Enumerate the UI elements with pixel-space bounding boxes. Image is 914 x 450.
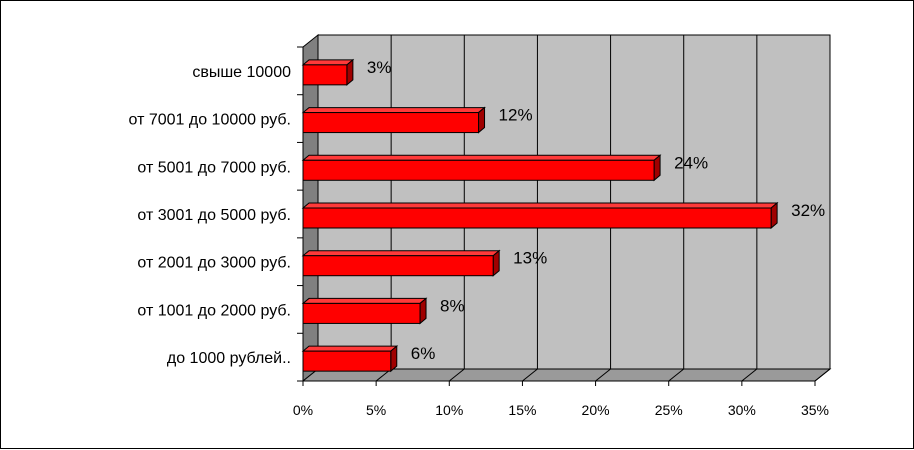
- bar-top-face: [301, 202, 779, 209]
- bar: [301, 58, 355, 86]
- bar: [301, 249, 501, 277]
- bar-top-face: [301, 59, 355, 66]
- bar-side-face: [419, 297, 427, 325]
- floor-gridline: [595, 368, 611, 382]
- bar-top-face: [301, 107, 486, 114]
- x-tick-label: 20%: [582, 402, 610, 418]
- bar-side-face: [346, 58, 354, 86]
- data-label: 24%: [674, 153, 708, 172]
- x-tick-label: 0%: [293, 402, 313, 418]
- floor-gridline: [448, 368, 465, 382]
- x-tick-label: 15%: [508, 402, 536, 418]
- category-label: от 1001 до 2000 руб.: [137, 302, 291, 319]
- bar-front-face: [302, 64, 348, 86]
- bar-side-face: [770, 201, 778, 230]
- data-label: 12%: [499, 106, 533, 125]
- bar-front-face: [302, 207, 772, 229]
- category-label: от 3001 до 5000 руб.: [137, 207, 291, 224]
- category-label: до 1000 рублей..: [167, 350, 291, 367]
- bar-front-face: [302, 112, 480, 134]
- bar-top-face: [301, 250, 501, 257]
- category-label: от 7001 до 10000 руб.: [129, 112, 291, 129]
- data-label: 13%: [513, 249, 547, 268]
- bar: [301, 201, 779, 230]
- x-tick-label: 25%: [655, 402, 683, 418]
- bar: [301, 154, 662, 182]
- floor-gridline: [741, 368, 758, 382]
- floor-gridline: [668, 368, 685, 382]
- bar: [301, 106, 486, 134]
- bar-side-face: [478, 106, 486, 134]
- bar-top-face: [301, 297, 428, 304]
- bar-top-face: [301, 154, 662, 161]
- bar: [301, 297, 428, 325]
- category-label: от 5001 до 7000 руб.: [137, 159, 291, 176]
- x-tick-label: 5%: [366, 402, 386, 418]
- category-label: от 2001 до 3000 руб.: [137, 255, 291, 272]
- bar-side-face: [653, 154, 661, 182]
- bar-front-face: [302, 159, 655, 181]
- bar-side-face: [492, 249, 500, 277]
- bar-top-face: [301, 345, 399, 352]
- bar: [301, 345, 399, 373]
- x-tick-label: 10%: [435, 402, 463, 418]
- data-label: 6%: [411, 344, 436, 363]
- x-tick-label: 30%: [728, 402, 756, 418]
- data-label: 3%: [367, 58, 392, 77]
- bar-front-face: [302, 302, 421, 324]
- bar-front-face: [302, 350, 392, 372]
- category-label: свыше 10000: [192, 64, 291, 81]
- bar-front-face: [302, 255, 494, 277]
- floor-gridline: [814, 368, 831, 382]
- data-label: 8%: [440, 296, 465, 315]
- floor-gridline: [522, 368, 538, 382]
- data-label: 32%: [791, 201, 825, 220]
- bar-side-face: [390, 345, 398, 373]
- x-tick-label: 35%: [801, 402, 829, 418]
